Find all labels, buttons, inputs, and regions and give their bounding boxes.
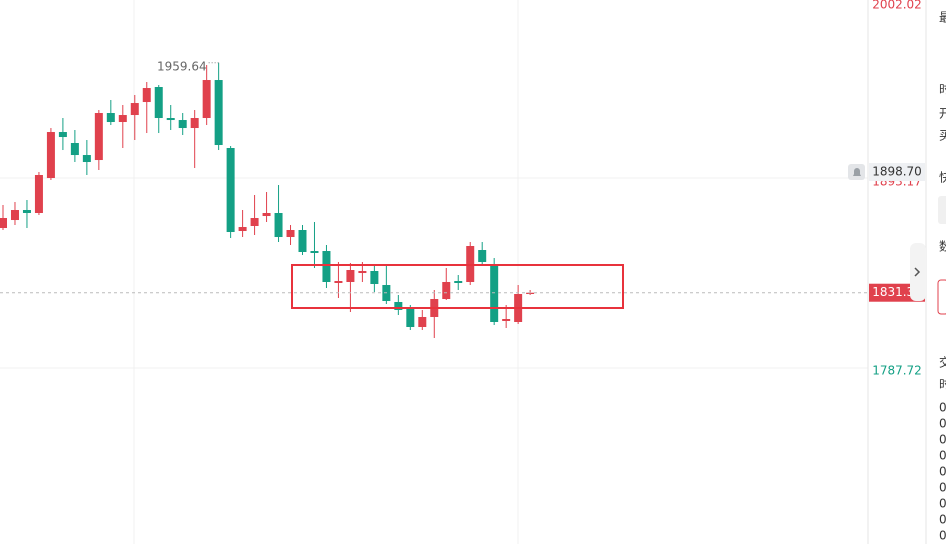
candles: 1959.64 bbox=[0, 59, 535, 339]
panel-value: 0 bbox=[939, 401, 946, 415]
candle-body bbox=[346, 270, 355, 282]
price-label: 2002.02 bbox=[872, 0, 922, 12]
candle-body bbox=[94, 113, 103, 161]
panel-label: 数 bbox=[939, 239, 946, 254]
candle-body bbox=[178, 120, 187, 129]
candle-body bbox=[250, 218, 259, 227]
candle-body bbox=[478, 250, 487, 263]
candle-body bbox=[526, 292, 535, 295]
panel-label: 快 bbox=[939, 171, 946, 185]
panel-value: 0 bbox=[939, 497, 946, 511]
bell bbox=[853, 168, 861, 177]
panel-label: 开 bbox=[939, 107, 946, 121]
high-annotation: 1959.64 bbox=[157, 59, 207, 73]
candle-body bbox=[106, 113, 115, 123]
panel-label: 最 bbox=[939, 11, 946, 25]
candle-body bbox=[82, 155, 91, 163]
candle-body bbox=[22, 210, 31, 214]
candle-body bbox=[190, 118, 199, 129]
candle-body bbox=[358, 271, 367, 274]
candle-body bbox=[502, 319, 511, 321]
candle-body bbox=[0, 218, 7, 229]
panel-label: 时 bbox=[939, 378, 946, 392]
candle-body bbox=[130, 103, 139, 116]
candle-body bbox=[166, 118, 175, 121]
candle-body bbox=[298, 230, 307, 252]
panel-label: 买 bbox=[939, 129, 946, 143]
panel-value: 0 bbox=[939, 465, 946, 479]
panel-value: 0 bbox=[939, 433, 946, 447]
candle-body bbox=[322, 251, 331, 282]
candle-body bbox=[334, 281, 343, 283]
panel-value: 0 bbox=[939, 513, 946, 527]
highlight-box bbox=[291, 264, 624, 309]
panel-value: 0 bbox=[939, 529, 946, 543]
candle-body bbox=[214, 80, 223, 146]
price-label: 1831.38 bbox=[872, 285, 922, 299]
candle-body bbox=[46, 132, 55, 179]
candle-body bbox=[274, 213, 283, 238]
candle-body bbox=[418, 316, 427, 327]
candle-body bbox=[262, 213, 271, 217]
panel-input bbox=[938, 196, 946, 224]
panel-label: 交 bbox=[939, 355, 946, 370]
panel-value: 0 bbox=[939, 417, 946, 431]
panel-input bbox=[937, 279, 946, 315]
price-label: 1898.70 bbox=[872, 165, 922, 179]
candle-body bbox=[370, 271, 379, 285]
candle-body bbox=[310, 251, 319, 254]
candle-body bbox=[226, 148, 235, 233]
candle-body bbox=[202, 80, 211, 119]
candle-body bbox=[238, 227, 247, 232]
candle-body bbox=[406, 308, 415, 327]
candle-body bbox=[70, 143, 79, 156]
candle-body bbox=[58, 132, 67, 138]
candle-body bbox=[10, 210, 19, 221]
candle-body bbox=[34, 175, 43, 214]
panel-value: 0 bbox=[939, 481, 946, 495]
candle-body bbox=[142, 88, 151, 103]
price-label: 1787.72 bbox=[872, 363, 922, 377]
candle-body bbox=[454, 281, 463, 283]
candle-body bbox=[286, 230, 295, 238]
panel-value: 0 bbox=[939, 449, 946, 463]
panel-label: 时 bbox=[939, 83, 946, 97]
candle-body bbox=[118, 115, 127, 123]
candle-body bbox=[154, 87, 163, 119]
candle-body bbox=[394, 302, 403, 311]
candle-body bbox=[442, 281, 451, 300]
price-label-bg bbox=[869, 163, 925, 182]
chevron[interactable] bbox=[914, 267, 921, 277]
